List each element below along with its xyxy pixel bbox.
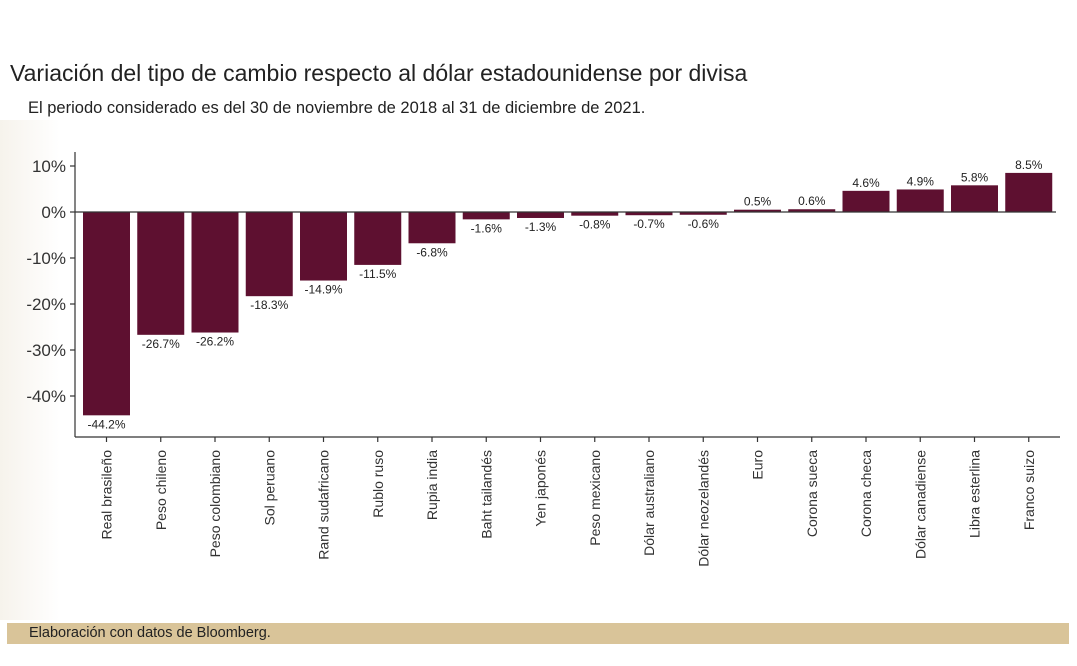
x-tick-label: Rand sudafricano bbox=[316, 450, 332, 560]
bar bbox=[788, 209, 836, 212]
bar bbox=[245, 212, 293, 297]
bar bbox=[462, 212, 510, 220]
data-label: 4.9% bbox=[907, 174, 935, 188]
data-label: -0.6% bbox=[688, 217, 720, 231]
bar bbox=[191, 212, 239, 333]
data-label: 5.8% bbox=[961, 170, 989, 184]
data-label: 8.5% bbox=[1015, 158, 1043, 172]
bar bbox=[625, 212, 673, 216]
x-tick-label: Corona checa bbox=[858, 450, 874, 537]
x-tick-label: Yen japonés bbox=[533, 450, 549, 527]
data-label: 0.5% bbox=[744, 195, 772, 209]
y-tick-label: -30% bbox=[26, 341, 66, 360]
data-label: -14.9% bbox=[304, 283, 342, 297]
x-tick-label: Rupia india bbox=[424, 450, 440, 520]
x-tick-label: Franco suizo bbox=[1021, 450, 1037, 530]
data-label: -44.2% bbox=[87, 417, 125, 431]
x-tick-label: Baht tailandés bbox=[478, 450, 494, 539]
x-tick-label: Libra esterlina bbox=[967, 450, 983, 538]
bar bbox=[83, 212, 130, 416]
data-label: -11.5% bbox=[359, 267, 396, 281]
data-label: -26.7% bbox=[142, 337, 180, 351]
bar bbox=[137, 212, 185, 335]
bar bbox=[571, 212, 619, 216]
data-label: -6.8% bbox=[416, 245, 448, 259]
bar bbox=[951, 185, 998, 212]
bar-chart: 10% 0% -10% -20% -30% -40% -44.2% Real brasileñ… bbox=[26, 152, 1060, 567]
data-label: -1.6% bbox=[471, 221, 503, 235]
x-tick-label: Real brasileño bbox=[99, 450, 115, 540]
x-tick-label: Corona sueca bbox=[804, 450, 820, 537]
bar bbox=[679, 212, 727, 215]
data-label: -0.7% bbox=[633, 217, 665, 231]
bar bbox=[300, 212, 347, 281]
data-label: -26.2% bbox=[196, 335, 234, 349]
y-tick-label: 0% bbox=[41, 203, 66, 222]
x-tick-label: Dólar neozelandés bbox=[695, 450, 711, 567]
chart-title: Variación del tipo de cambio respecto al… bbox=[10, 60, 748, 86]
bar bbox=[517, 212, 564, 218]
footer-band: Elaboración con datos de Bloomberg. bbox=[7, 623, 1069, 644]
x-tick-label: Dólar canadiense bbox=[912, 450, 928, 559]
source-note: Elaboración con datos de Bloomberg. bbox=[29, 625, 271, 641]
background-watermark bbox=[0, 120, 60, 620]
x-tick-label: Rublo ruso bbox=[370, 450, 386, 518]
x-tick-label: Peso chileno bbox=[153, 450, 169, 530]
x-tick-label: Euro bbox=[750, 450, 766, 480]
bar bbox=[896, 189, 944, 212]
y-tick-label: -40% bbox=[26, 387, 66, 406]
y-tick-label: 10% bbox=[32, 157, 66, 176]
data-label: 0.6% bbox=[798, 194, 826, 208]
data-label: -0.8% bbox=[579, 218, 611, 232]
x-tick-label: Sol peruano bbox=[261, 450, 277, 526]
chart-subtitle: El periodo considerado es del 30 de novi… bbox=[28, 99, 646, 117]
bar bbox=[408, 212, 456, 244]
bar bbox=[734, 209, 781, 212]
bar bbox=[354, 212, 402, 265]
y-tick-label: -20% bbox=[26, 295, 66, 314]
data-label: -18.3% bbox=[250, 298, 288, 312]
x-tick-label: Dólar australiano bbox=[641, 450, 657, 556]
bar bbox=[842, 190, 890, 212]
y-tick-label: -10% bbox=[26, 249, 66, 268]
x-tick-label: Peso colombiano bbox=[207, 450, 223, 558]
data-label: 4.6% bbox=[852, 176, 880, 190]
data-label: -1.3% bbox=[525, 220, 557, 234]
x-tick-label: Peso mexicano bbox=[587, 450, 603, 546]
bar bbox=[1005, 172, 1053, 212]
